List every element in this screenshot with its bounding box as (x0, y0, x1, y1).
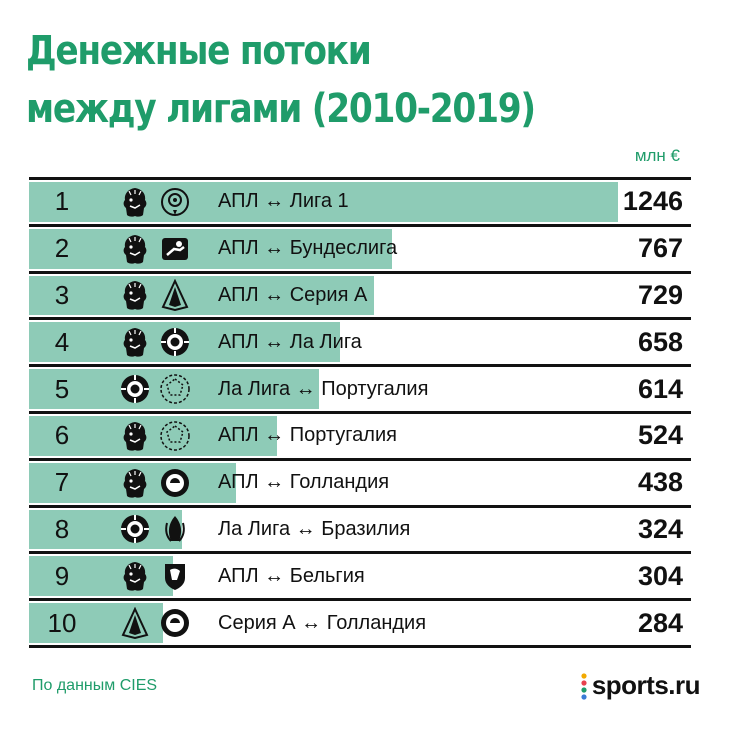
table-row: 4 АПЛ ↔ Ла Лига 658 (29, 317, 691, 364)
table-row: 9 АПЛ ↔ Бельгия 304 (29, 551, 691, 598)
lion-crest-icon (123, 281, 147, 311)
lion-crest-icon (123, 468, 147, 498)
value-label: 658 (637, 326, 683, 357)
value-label: 324 (637, 513, 683, 544)
lion-crest-icon (123, 328, 147, 357)
rank-label: 5 (54, 373, 70, 404)
table-row: 10 Серия А ↔ Голландия 284 (29, 598, 691, 648)
brand-logo: sports.ru (580, 670, 701, 701)
rank-label: 4 (54, 326, 70, 357)
chart-title: Денежные потоки между лигами (2010-2019) (26, 22, 559, 138)
chart-title-line-1: Денежные потоки (26, 28, 372, 74)
portugal-liga-icon (160, 421, 190, 451)
rank-label: 3 (54, 279, 70, 310)
table-row: 7 АПЛ ↔ Голландия 438 (29, 457, 691, 505)
league-logos (119, 320, 191, 364)
eredivisie-icon (161, 468, 189, 497)
bar (29, 509, 183, 550)
bar (29, 228, 392, 269)
rank-label: 1 (54, 186, 70, 217)
bar-chart: 1 АПЛ ↔ Лига 1 1246 2 АПЛ ↔ Бундеслига 767 3 АП… (29, 177, 691, 648)
league-logos (119, 180, 191, 224)
bar (29, 275, 374, 316)
bar (29, 415, 277, 456)
brasileirao-icon (165, 516, 185, 543)
league-logos (119, 227, 191, 271)
table-row: 3 АПЛ ↔ Серия А 729 (29, 270, 691, 318)
laliga-icon (121, 375, 149, 404)
source-note: По данным CIES (32, 677, 158, 694)
category-label: Ла Лига ↔ Португалия (218, 377, 429, 400)
value-label: 524 (637, 420, 683, 451)
category-label: АПЛ ↔ Лига 1 (218, 190, 349, 213)
value-label: 438 (637, 467, 683, 498)
category-label: АПЛ ↔ Голландия (218, 471, 390, 494)
brand-name: sports.ru (591, 670, 701, 700)
category-label: АПЛ ↔ Серия А (218, 283, 368, 306)
league-logos (119, 367, 191, 411)
unit-label: млн € (634, 146, 680, 165)
league-logos (119, 508, 191, 552)
table-row: 8 Ла Лига ↔ Бразилия 324 (29, 504, 691, 552)
rank-label: 7 (54, 467, 70, 498)
category-label: АПЛ ↔ Бельгия (218, 564, 365, 587)
bar (29, 556, 173, 597)
table-row: 1 АПЛ ↔ Лига 1 1246 (29, 177, 691, 224)
serie-a-icon (121, 607, 149, 640)
rank-label: 8 (54, 513, 70, 544)
brand-dots-icon (581, 672, 587, 700)
league-logos (119, 461, 191, 505)
value-label: 284 (637, 607, 683, 638)
lion-crest-icon (123, 421, 147, 451)
ligue1-icon (161, 187, 189, 216)
category-label: АПЛ ↔ Португалия (218, 424, 397, 447)
table-row: 5 Ла Лига ↔ Португалия 614 (29, 364, 691, 411)
lion-crest-icon (123, 562, 147, 591)
lion-crest-icon (123, 234, 147, 264)
table-row: 6 АПЛ ↔ Португалия 524 (29, 410, 691, 458)
chart-title-line-2: между лигами (2010-2019) (26, 86, 536, 132)
category-label: Серия А ↔ Голландия (218, 611, 427, 634)
serie-a-icon (161, 279, 189, 312)
rank-label: 9 (54, 560, 70, 591)
category-label: АПЛ ↔ Бундеслига (218, 237, 398, 260)
lion-crest-icon (123, 187, 147, 217)
belgian-league-icon (165, 564, 185, 591)
value-label: 767 (637, 233, 683, 264)
value-label: 614 (637, 373, 683, 404)
laliga-icon (161, 328, 189, 357)
rank-label: 10 (47, 607, 77, 638)
bundesliga-icon (162, 237, 188, 260)
laliga-icon (121, 515, 149, 544)
league-logos (119, 601, 191, 645)
league-logos (119, 414, 191, 458)
rank-label: 2 (54, 233, 70, 264)
league-logos (119, 554, 191, 598)
portugal-liga-icon (160, 374, 190, 404)
rank-label: 6 (54, 420, 70, 451)
table-row: 2 АПЛ ↔ Бундеслига 767 (29, 223, 691, 271)
category-label: АПЛ ↔ Ла Лига (218, 330, 362, 353)
value-label: 1246 (622, 186, 683, 217)
league-logos (119, 274, 191, 318)
value-label: 729 (637, 279, 683, 310)
category-label: Ла Лига ↔ Бразилия (218, 517, 411, 540)
value-label: 304 (637, 560, 683, 591)
eredivisie-icon (161, 609, 189, 638)
